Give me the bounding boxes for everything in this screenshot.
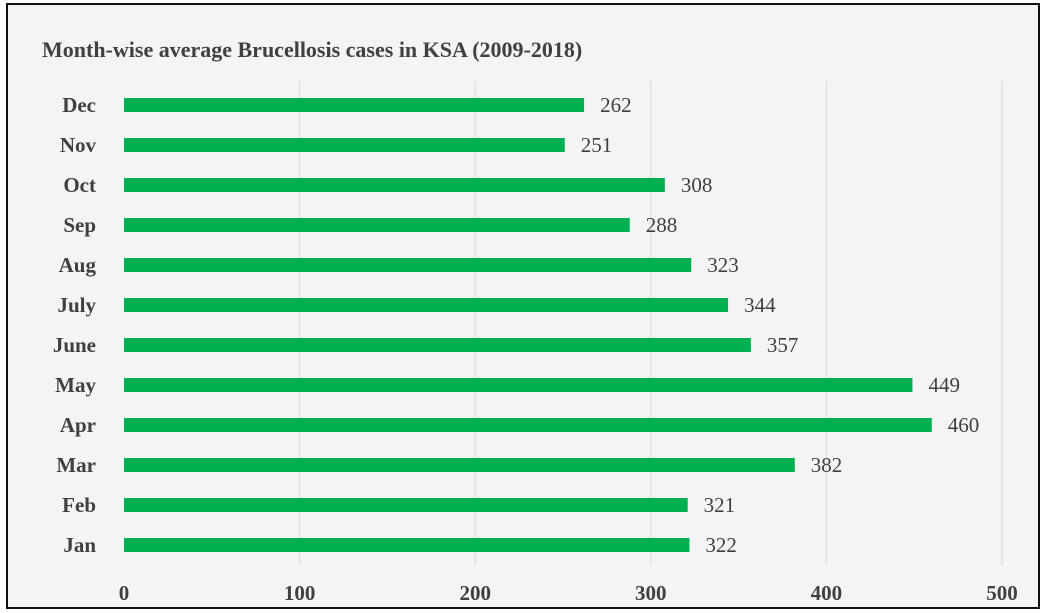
bar-jan <box>124 538 690 552</box>
value-label-mar: 382 <box>811 453 843 477</box>
bar-june <box>124 338 751 352</box>
bar-sep <box>124 218 630 232</box>
category-label-june: June <box>53 333 96 357</box>
value-label-may: 449 <box>928 373 960 397</box>
category-label-sep: Sep <box>63 213 96 237</box>
category-label-may: May <box>55 373 96 397</box>
x-tick-300: 300 <box>635 581 667 605</box>
chart-frame: Month-wise average Brucellosis cases in … <box>6 3 1040 609</box>
value-label-july: 344 <box>744 293 776 317</box>
bars <box>124 98 932 552</box>
category-label-mar: Mar <box>56 453 96 477</box>
chart-title: Month-wise average Brucellosis cases in … <box>42 37 583 62</box>
category-labels: Jan Feb Mar Apr May June July Aug Sep Oct Nov Dec <box>53 93 97 557</box>
x-tick-100: 100 <box>284 581 316 605</box>
value-label-nov: 251 <box>581 133 613 157</box>
value-label-oct: 308 <box>681 173 713 197</box>
x-tick-0: 0 <box>119 581 130 605</box>
value-label-dec: 262 <box>600 93 632 117</box>
bar-nov <box>124 138 565 152</box>
x-tick-400: 400 <box>811 581 843 605</box>
category-label-oct: Oct <box>63 173 96 197</box>
value-label-june: 357 <box>767 333 799 357</box>
x-tick-500: 500 <box>986 581 1018 605</box>
value-label-jan: 322 <box>705 533 737 557</box>
category-label-nov: Nov <box>60 133 97 157</box>
gridlines <box>299 81 1003 565</box>
value-label-feb: 321 <box>704 493 736 517</box>
category-label-aug: Aug <box>59 253 97 277</box>
bar-may <box>124 378 913 392</box>
x-tick-200: 200 <box>459 581 491 605</box>
category-label-feb: Feb <box>62 493 96 517</box>
category-label-dec: Dec <box>62 93 96 117</box>
bar-feb <box>124 498 688 512</box>
bar-mar <box>124 458 795 472</box>
category-label-apr: Apr <box>60 413 96 437</box>
category-label-july: July <box>57 293 96 317</box>
bar-apr <box>124 418 932 432</box>
value-label-apr: 460 <box>948 413 980 437</box>
bar-dec <box>124 98 585 112</box>
value-label-sep: 288 <box>646 213 678 237</box>
category-label-jan: Jan <box>63 533 96 557</box>
bar-july <box>124 298 729 312</box>
x-tick-labels: 0 100 200 300 400 500 <box>119 581 1018 605</box>
bar-aug <box>124 258 692 272</box>
bar-oct <box>124 178 665 192</box>
value-label-aug: 323 <box>707 253 739 277</box>
